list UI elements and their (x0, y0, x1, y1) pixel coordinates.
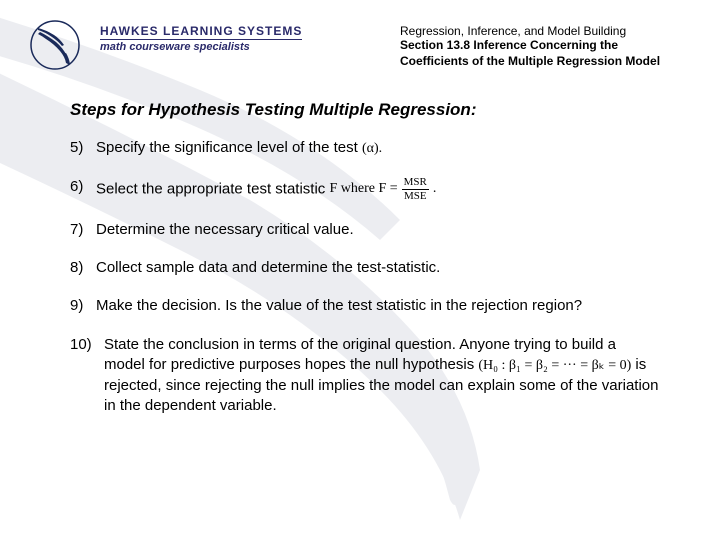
hawk-logo-icon (30, 20, 80, 70)
step-text-part: Select the appropriate test statistic (96, 180, 329, 197)
step-text: State the conclusion in terms of the ori… (104, 335, 660, 417)
step-number: 6) (70, 177, 96, 202)
step-8: 8) Collect sample data and determine the… (70, 258, 660, 278)
header-right: Regression, Inference, and Model Buildin… (400, 20, 690, 69)
formula-prefix: F where F = (329, 180, 397, 199)
step-text-part: Specify the significance level of the te… (96, 139, 362, 156)
null-hypothesis-formula: (H₀ : β₁ = β₂ = ··· = βₖ = 0) (478, 358, 631, 373)
brand-block: HAWKES LEARNING SYSTEMS math courseware … (100, 20, 302, 53)
step-number: 5) (70, 138, 96, 159)
step-text: Specify the significance level of the te… (96, 138, 660, 159)
brand-title: HAWKES LEARNING SYSTEMS (100, 24, 302, 38)
step-text: Collect sample data and determine the te… (96, 258, 660, 278)
step-number: 10) (70, 335, 104, 417)
slide-content: HAWKES LEARNING SYSTEMS math courseware … (0, 0, 720, 454)
step-number: 8) (70, 258, 96, 278)
steps-list: 5) Specify the significance level of the… (70, 138, 660, 416)
f-statistic-formula: F where F = MSRMSE. (329, 177, 436, 202)
header: HAWKES LEARNING SYSTEMS math courseware … (30, 20, 690, 70)
step-7: 7) Determine the necessary critical valu… (70, 220, 660, 240)
step-10: 10) State the conclusion in terms of the… (70, 335, 660, 417)
fraction-numerator: MSR (402, 177, 429, 190)
step-6: 6) Select the appropriate test statistic… (70, 177, 660, 202)
fraction: MSRMSE (402, 177, 429, 202)
fraction-denominator: MSE (402, 190, 429, 202)
step-text: Make the decision. Is the value of the t… (96, 296, 660, 316)
alpha-formula: (α). (362, 141, 382, 156)
brand-subtitle: math courseware specialists (100, 39, 302, 53)
step-text: Determine the necessary critical value. (96, 220, 660, 240)
step-5: 5) Specify the significance level of the… (70, 138, 660, 159)
chapter-title: Regression, Inference, and Model Buildin… (400, 24, 690, 38)
step-text: Select the appropriate test statistic F … (96, 177, 660, 202)
step-9: 9) Make the decision. Is the value of th… (70, 296, 660, 316)
slide-title: Steps for Hypothesis Testing Multiple Re… (70, 100, 690, 120)
formula-suffix: . (433, 180, 437, 199)
step-number: 9) (70, 296, 96, 316)
step-number: 7) (70, 220, 96, 240)
section-title: Section 13.8 Inference Concerning the Co… (400, 38, 690, 69)
